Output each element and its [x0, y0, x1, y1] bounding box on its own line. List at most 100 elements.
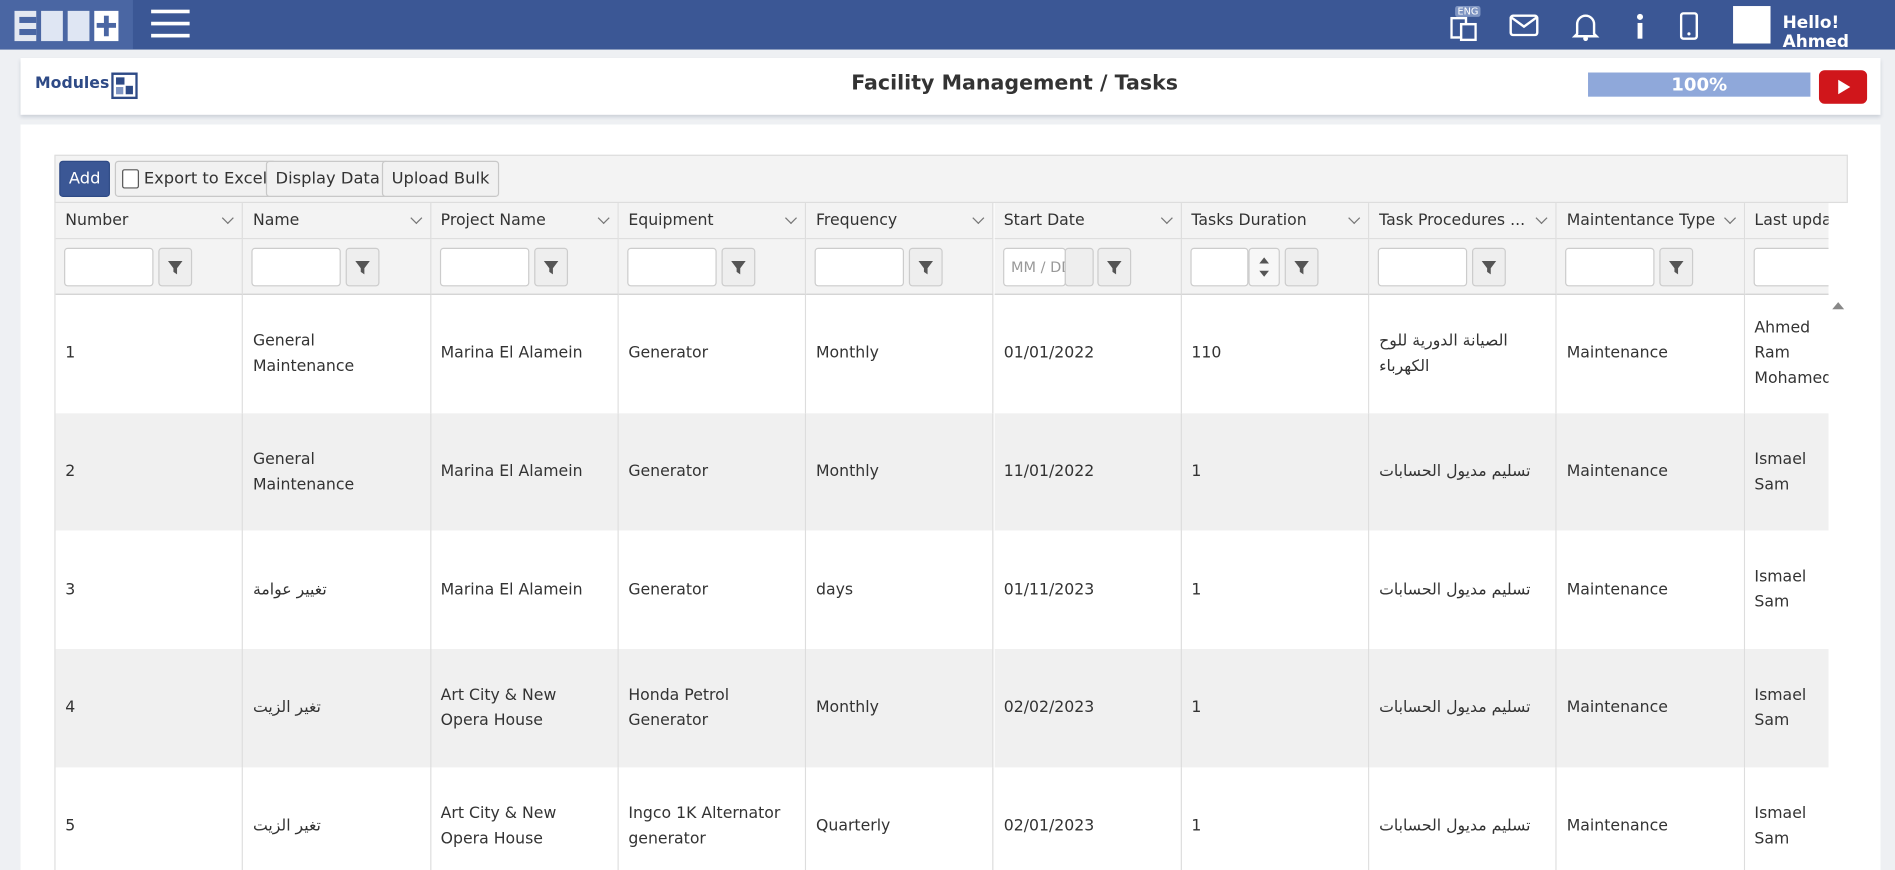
scroll-up[interactable]	[1832, 301, 1845, 310]
column-header[interactable]: Last update	[1744, 203, 1829, 240]
filter-input[interactable]	[627, 247, 717, 287]
mail-icon[interactable]	[1509, 14, 1539, 37]
filter-input[interactable]	[1190, 247, 1249, 287]
filter-cell	[618, 239, 807, 295]
table-cell: Generator	[618, 412, 807, 532]
toolbar-button[interactable]: Export to Excel	[114, 160, 277, 197]
filter-input[interactable]	[1565, 247, 1655, 287]
column-menu[interactable]	[1160, 212, 1173, 225]
table-cell: Maintenance	[1557, 412, 1745, 532]
table-cell: Quarterly	[806, 767, 995, 870]
logo[interactable]	[0, 0, 133, 50]
toolbar: Add Export to Excel Display Data Upload Bul…	[54, 154, 1848, 204]
column-menu[interactable]	[222, 212, 235, 225]
filter-button[interactable]	[721, 247, 756, 287]
filter-input[interactable]	[1377, 247, 1468, 287]
filter-input[interactable]	[64, 247, 154, 287]
column-title[interactable]: Number	[65, 211, 129, 230]
column-menu[interactable]	[409, 212, 422, 225]
column-title[interactable]: Task Procedures ...	[1379, 211, 1526, 230]
filter-button[interactable]	[346, 247, 380, 287]
table-cell: 01/11/2023	[994, 531, 1182, 650]
table-cell: Maintenance	[1557, 531, 1745, 650]
cell-text: Generator	[628, 462, 709, 482]
column-header[interactable]: Frequency	[806, 203, 995, 240]
cell-text: 1	[1191, 699, 1202, 718]
filter-button[interactable]	[158, 247, 193, 287]
table-cell: Ismael Sam	[1744, 767, 1829, 870]
toolbar-button[interactable]: Display Data	[265, 160, 390, 197]
filter-input[interactable]	[251, 247, 342, 287]
filter-cell	[1181, 239, 1370, 295]
table-cell: 110	[1181, 294, 1370, 413]
info-icon[interactable]	[1634, 13, 1646, 40]
column-header[interactable]: Project Name	[430, 203, 619, 240]
cell-text: General Maintenance	[252, 332, 355, 376]
column-title[interactable]: Last update	[1754, 211, 1828, 230]
cell-text: تغير الزيت	[252, 699, 321, 718]
column-header[interactable]: Start Date	[994, 203, 1182, 240]
cell-text: Ismael Sam	[1754, 804, 1807, 848]
cell-text: Ingco 1K Alternator generator	[628, 804, 781, 848]
filter-input[interactable]	[439, 247, 529, 287]
column-title[interactable]: Name	[252, 211, 300, 230]
calendar-button[interactable]	[1064, 247, 1094, 287]
toolbar-button[interactable]: Upload Bulk	[381, 160, 500, 197]
filter-button[interactable]	[909, 247, 943, 287]
filter-input[interactable]	[814, 247, 905, 287]
column-title[interactable]: Maintentance Type	[1566, 211, 1716, 230]
table-cell: تغير الزيت	[243, 767, 431, 870]
cell-text: 5	[65, 817, 76, 836]
toolbar-button[interactable]: Add	[59, 160, 111, 197]
table-cell: تسليم مديول الحسابات	[1369, 531, 1558, 650]
column-title[interactable]: Equipment	[628, 211, 714, 230]
column-menu[interactable]	[785, 212, 798, 225]
filter-button[interactable]	[1659, 247, 1694, 287]
column-title[interactable]: Frequency	[815, 211, 898, 230]
column-header[interactable]: Task Procedures ...	[1369, 203, 1558, 240]
table-cell: Ingco 1K Alternator generator	[618, 767, 807, 870]
mobile-icon[interactable]	[1679, 12, 1699, 41]
column-header[interactable]: Name	[243, 203, 431, 240]
column-menu[interactable]	[597, 212, 610, 225]
column-menu[interactable]	[972, 212, 985, 225]
filter-button[interactable]	[533, 247, 568, 287]
column-header[interactable]: Equipment	[618, 203, 807, 240]
filter-input[interactable]: MM / DD	[1002, 247, 1066, 287]
cell-text: Maintenance	[1566, 580, 1668, 600]
filter-button[interactable]	[1096, 247, 1131, 287]
filter-input[interactable]	[1753, 247, 1829, 287]
filter-button[interactable]	[1472, 247, 1506, 287]
column-header[interactable]: Maintentance Type	[1557, 203, 1745, 240]
greeting[interactable]: Hello! Ahmed	[1782, 13, 1849, 52]
cell-text: Art City & New Opera House	[440, 686, 557, 730]
column-menu[interactable]	[1348, 212, 1361, 225]
column-title[interactable]: Tasks Duration	[1191, 211, 1307, 230]
column-menu[interactable]	[1723, 212, 1736, 225]
cell-text: تسليم مديول الحسابات	[1379, 462, 1531, 482]
table-cell: Ahmed Ram Mohamed	[1744, 294, 1829, 413]
spinner[interactable]	[1248, 247, 1280, 287]
column-title[interactable]: Start Date	[1003, 211, 1085, 230]
column-header[interactable]: Number	[55, 203, 244, 240]
filter-button[interactable]	[1284, 247, 1319, 287]
modules-link[interactable]: Modules	[35, 74, 110, 94]
column-menu[interactable]	[1535, 212, 1548, 225]
avatar[interactable]	[1733, 6, 1771, 44]
table-cell: تسليم مديول الحسابات	[1369, 649, 1558, 768]
menu-button[interactable]	[151, 8, 190, 39]
column-header[interactable]: Tasks Duration	[1181, 203, 1370, 240]
cell-text: 2	[65, 462, 76, 482]
modules-icon[interactable]	[111, 72, 138, 100]
cell-text: 01/01/2022	[1003, 344, 1095, 363]
table-cell: Maintenance	[1557, 649, 1745, 768]
table-cell: Ismael Sam	[1744, 531, 1829, 650]
language-badge[interactable]: ENG	[1455, 6, 1481, 17]
column-title[interactable]: Project Name	[440, 211, 546, 230]
cell-text: Monthly	[815, 699, 879, 718]
bell-icon[interactable]	[1571, 12, 1600, 42]
language-icon[interactable]	[1450, 16, 1477, 42]
table-cell: Ismael Sam	[1744, 649, 1829, 768]
video-button[interactable]	[1818, 70, 1868, 104]
